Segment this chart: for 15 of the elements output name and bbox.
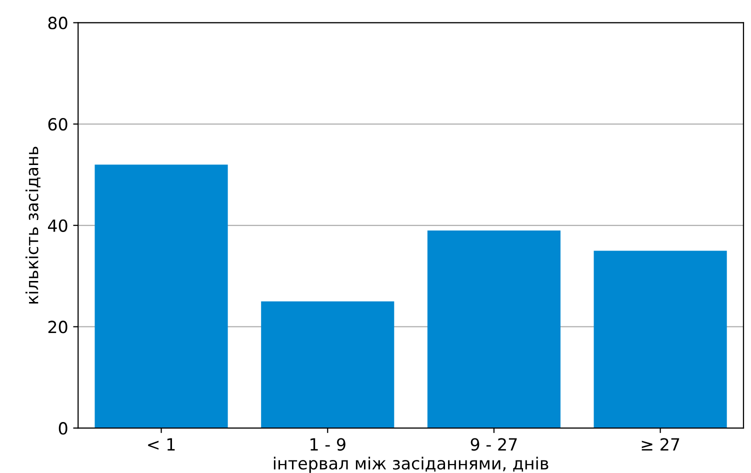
- y-tick-label: 20: [48, 320, 68, 334]
- y-axis-title: кількість засідань: [25, 146, 40, 304]
- y-tick-label: 0: [58, 422, 68, 435]
- bar: [94, 164, 228, 428]
- x-tick-label: < 1: [148, 438, 175, 450]
- y-tick-label: 40: [48, 219, 68, 232]
- x-axis-title: інтервал між засіданнями, днів: [274, 456, 548, 473]
- bar: [594, 250, 727, 428]
- x-tick-label: 9 - 27: [470, 438, 517, 451]
- y-tick-label: 60: [48, 118, 68, 131]
- y-tick-label: 80: [48, 16, 68, 30]
- bar: [261, 301, 394, 428]
- bar: [427, 230, 561, 428]
- x-tick-label: 1 - 9: [310, 438, 346, 451]
- x-tick-label: ≥ 27: [642, 438, 680, 450]
